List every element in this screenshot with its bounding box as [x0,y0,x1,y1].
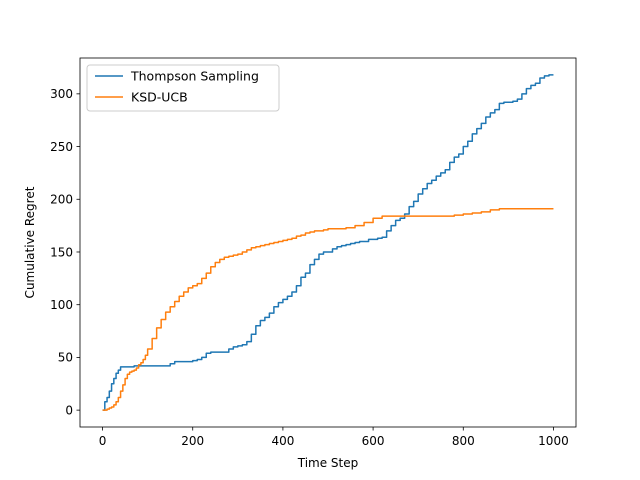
y-tick-label: 50 [58,351,73,365]
x-axis-label: Time Step [297,456,359,470]
legend-box [86,64,280,112]
x-tick-label: 1000 [538,434,569,448]
legend-label-ksd-ucb: KSD-UCB [131,90,188,105]
y-tick-label: 250 [50,140,73,154]
x-axis-ticks: 0 200 400 600 800 1000 [99,427,569,448]
x-tick-label: 600 [362,434,385,448]
series-layer [102,74,554,411]
y-axis-label: Cumulative Regret [23,186,37,298]
legend-label-thompson-sampling: Thompson Sampling [130,69,259,84]
x-tick-label: 200 [181,434,204,448]
y-tick-label: 200 [50,193,73,207]
y-tick-label: 150 [50,245,73,259]
x-tick-label: 0 [99,434,107,448]
series-line-ksd-ucb [102,208,554,411]
x-tick-label: 800 [452,434,475,448]
y-tick-label: 300 [50,87,73,101]
y-tick-label: 0 [65,403,73,417]
y-tick-label: 100 [50,298,73,312]
y-axis-ticks: 0 50 100 150 200 250 300 [50,87,80,417]
x-tick-label: 400 [271,434,294,448]
series-line-thompson-sampling [102,74,554,411]
plot-frame [79,57,577,428]
legend: Thompson Sampling KSD-UCB [86,64,280,112]
